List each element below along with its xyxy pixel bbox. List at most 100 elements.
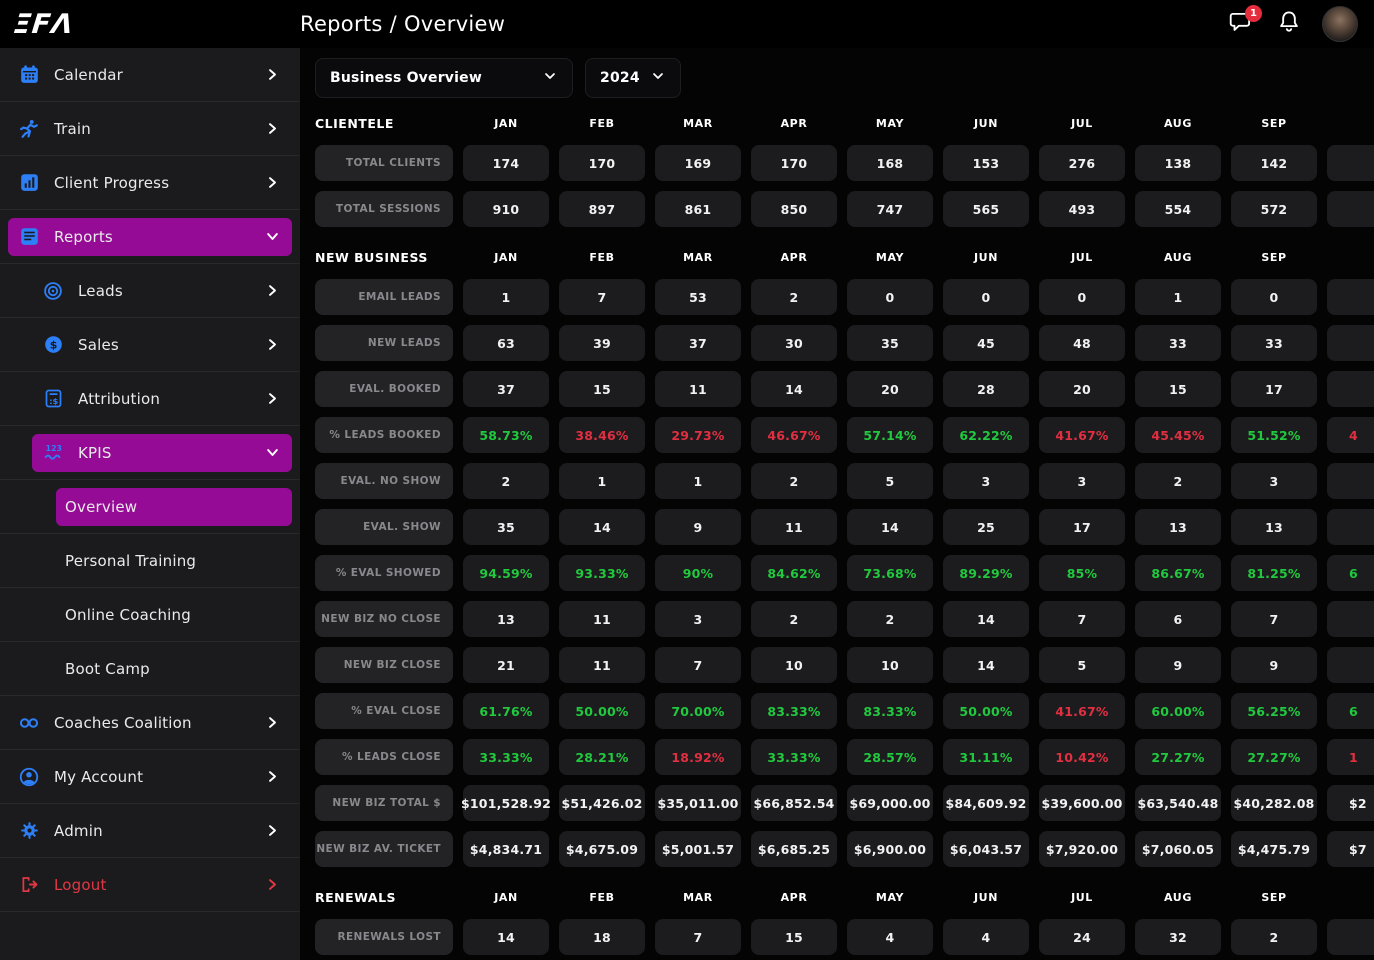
chevron-right-icon bbox=[265, 877, 280, 892]
cell-new-biz-close-may: 10 bbox=[847, 647, 933, 683]
messages-button[interactable]: 1 bbox=[1226, 9, 1256, 39]
sidebar-item-attribution[interactable]: :$ Attribution bbox=[0, 372, 300, 426]
month-header-aug: AUG bbox=[1135, 891, 1221, 904]
month-header-jan: JAN bbox=[463, 251, 549, 264]
report-type-value: Business Overview bbox=[330, 70, 482, 86]
cell-eval-showed-jan: 94.59% bbox=[463, 555, 549, 591]
cell-eval-no-show-may: 5 bbox=[847, 463, 933, 499]
sidebar-item-personal-training[interactable]: Personal Training bbox=[0, 534, 300, 588]
sidebar-item-pill: Client Progress bbox=[8, 164, 292, 202]
month-header-jul: JUL bbox=[1039, 117, 1125, 130]
cell-eval-show-jul: 17 bbox=[1039, 509, 1125, 545]
cell-eval-close-sep: 56.25% bbox=[1231, 693, 1317, 729]
cell-new-biz-no-close-may: 2 bbox=[847, 601, 933, 637]
cell-new-biz-no-close-apr: 2 bbox=[751, 601, 837, 637]
user-avatar[interactable] bbox=[1322, 6, 1358, 42]
cell-new-leads-jul: 48 bbox=[1039, 325, 1125, 361]
sidebar-item-logout[interactable]: Logout bbox=[0, 858, 300, 912]
cell-new-biz-total-jun: $84,609.92 bbox=[943, 785, 1029, 821]
cell-new-biz-close-apr: 10 bbox=[751, 647, 837, 683]
table-row-renewals-lost: RENEWALS LOST14187154424322 bbox=[315, 914, 1374, 960]
cell-eval-showed-sep: 81.25% bbox=[1231, 555, 1317, 591]
cell-email-leads-partial bbox=[1327, 279, 1374, 315]
chevron-right-icon bbox=[265, 391, 280, 406]
sidebar-item-leads[interactable]: Leads bbox=[0, 264, 300, 318]
row-label: % LEADS CLOSE bbox=[315, 739, 453, 775]
sidebar-item-label: Attribution bbox=[78, 390, 160, 408]
cell-leads-close-mar: 18.92% bbox=[655, 739, 741, 775]
cell-eval-no-show-jun: 3 bbox=[943, 463, 1029, 499]
section-clientele: CLIENTELEJANFEBMARAPRMAYJUNJULAUGSEPTOTA… bbox=[315, 106, 1374, 232]
sidebar-item-my-account[interactable]: My Account bbox=[0, 750, 300, 804]
runner-icon bbox=[17, 117, 41, 141]
cell-eval-showed-partial: 6 bbox=[1327, 555, 1374, 591]
cell-eval-showed-jul: 85% bbox=[1039, 555, 1125, 591]
cell-new-biz-total-apr: $66,852.54 bbox=[751, 785, 837, 821]
cell-leads-close-aug: 27.27% bbox=[1135, 739, 1221, 775]
cell-eval-booked-mar: 11 bbox=[655, 371, 741, 407]
sidebar-item-label: Coaches Coalition bbox=[54, 714, 192, 732]
cell-new-biz-close-partial bbox=[1327, 647, 1374, 683]
table-row-new-biz-no-close: NEW BIZ NO CLOSE131132214767 bbox=[315, 596, 1374, 642]
year-select[interactable]: 2024 bbox=[585, 58, 681, 98]
sidebar-item-kpis[interactable]: 123KPIS bbox=[0, 426, 300, 480]
month-header-jan: JAN bbox=[463, 117, 549, 130]
cell-eval-booked-partial bbox=[1327, 371, 1374, 407]
sidebar-item-online-coaching[interactable]: Online Coaching bbox=[0, 588, 300, 642]
row-label: NEW LEADS bbox=[315, 325, 453, 361]
cell-renewals-lost-mar: 7 bbox=[655, 919, 741, 955]
sidebar-item-client-progress[interactable]: Client Progress bbox=[0, 156, 300, 210]
cell-renewals-lost-feb: 18 bbox=[559, 919, 645, 955]
cell-eval-show-sep: 13 bbox=[1231, 509, 1317, 545]
sidebar-item-pill: $Sales bbox=[32, 326, 292, 364]
cell-eval-close-feb: 50.00% bbox=[559, 693, 645, 729]
report-type-select[interactable]: Business Overview bbox=[315, 58, 573, 98]
sidebar-item-train[interactable]: Train bbox=[0, 102, 300, 156]
sidebar-item-label: Logout bbox=[54, 876, 107, 894]
section-header: RENEWALSJANFEBMARAPRMAYJUNJULAUGSEP bbox=[315, 880, 1374, 914]
row-label: % LEADS BOOKED bbox=[315, 417, 453, 453]
sidebar-item-overview[interactable]: Overview bbox=[0, 480, 300, 534]
cell-leads-booked-jan: 58.73% bbox=[463, 417, 549, 453]
sidebar-item-reports[interactable]: Reports bbox=[0, 210, 300, 264]
chevron-down-icon bbox=[542, 68, 558, 88]
sidebar-item-label: Overview bbox=[65, 498, 137, 516]
chevron-down-icon bbox=[650, 68, 666, 88]
sidebar-item-pill: Admin bbox=[8, 812, 292, 850]
cell-new-biz-av-ticket-mar: $5,001.57 bbox=[655, 831, 741, 867]
cell-eval-showed-may: 73.68% bbox=[847, 555, 933, 591]
table-row-total-sessions: TOTAL SESSIONS91089786185074756549355457… bbox=[315, 186, 1374, 232]
cell-total-clients-may: 168 bbox=[847, 145, 933, 181]
sidebar-item-admin[interactable]: Admin bbox=[0, 804, 300, 858]
cell-eval-booked-feb: 15 bbox=[559, 371, 645, 407]
sidebar-item-label: KPIS bbox=[78, 444, 112, 462]
sidebar-item-sales[interactable]: $Sales bbox=[0, 318, 300, 372]
month-header-may: MAY bbox=[847, 891, 933, 904]
month-header-apr: APR bbox=[751, 117, 837, 130]
sidebar-item-boot-camp[interactable]: Boot Camp bbox=[0, 642, 300, 696]
row-label: NEW BIZ CLOSE bbox=[315, 647, 453, 683]
cell-email-leads-sep: 0 bbox=[1231, 279, 1317, 315]
cell-eval-close-partial: 6 bbox=[1327, 693, 1374, 729]
month-header-feb: FEB bbox=[559, 117, 645, 130]
sidebar-nav: Calendar Train Client Progress ReportsLeads… bbox=[0, 48, 300, 960]
cell-new-biz-no-close-jul: 7 bbox=[1039, 601, 1125, 637]
sidebar-item-pill: Train bbox=[8, 110, 292, 148]
cell-new-leads-feb: 39 bbox=[559, 325, 645, 361]
sidebar-item-calendar[interactable]: Calendar bbox=[0, 48, 300, 102]
cell-eval-showed-feb: 93.33% bbox=[559, 555, 645, 591]
cell-total-clients-aug: 138 bbox=[1135, 145, 1221, 181]
cell-total-sessions-may: 747 bbox=[847, 191, 933, 227]
sidebar-item-coaches-coalition[interactable]: Coaches Coalition bbox=[0, 696, 300, 750]
cell-eval-close-aug: 60.00% bbox=[1135, 693, 1221, 729]
cell-leads-close-sep: 27.27% bbox=[1231, 739, 1317, 775]
cell-new-biz-av-ticket-may: $6,900.00 bbox=[847, 831, 933, 867]
cell-eval-close-jan: 61.76% bbox=[463, 693, 549, 729]
cell-eval-showed-jun: 89.29% bbox=[943, 555, 1029, 591]
notifications-button[interactable] bbox=[1274, 9, 1304, 39]
attribution-icon: :$ bbox=[41, 387, 65, 411]
cell-leads-close-partial: 1 bbox=[1327, 739, 1374, 775]
cell-total-clients-jan: 174 bbox=[463, 145, 549, 181]
cell-total-clients-apr: 170 bbox=[751, 145, 837, 181]
table-row-new-leads: NEW LEADS633937303545483333 bbox=[315, 320, 1374, 366]
